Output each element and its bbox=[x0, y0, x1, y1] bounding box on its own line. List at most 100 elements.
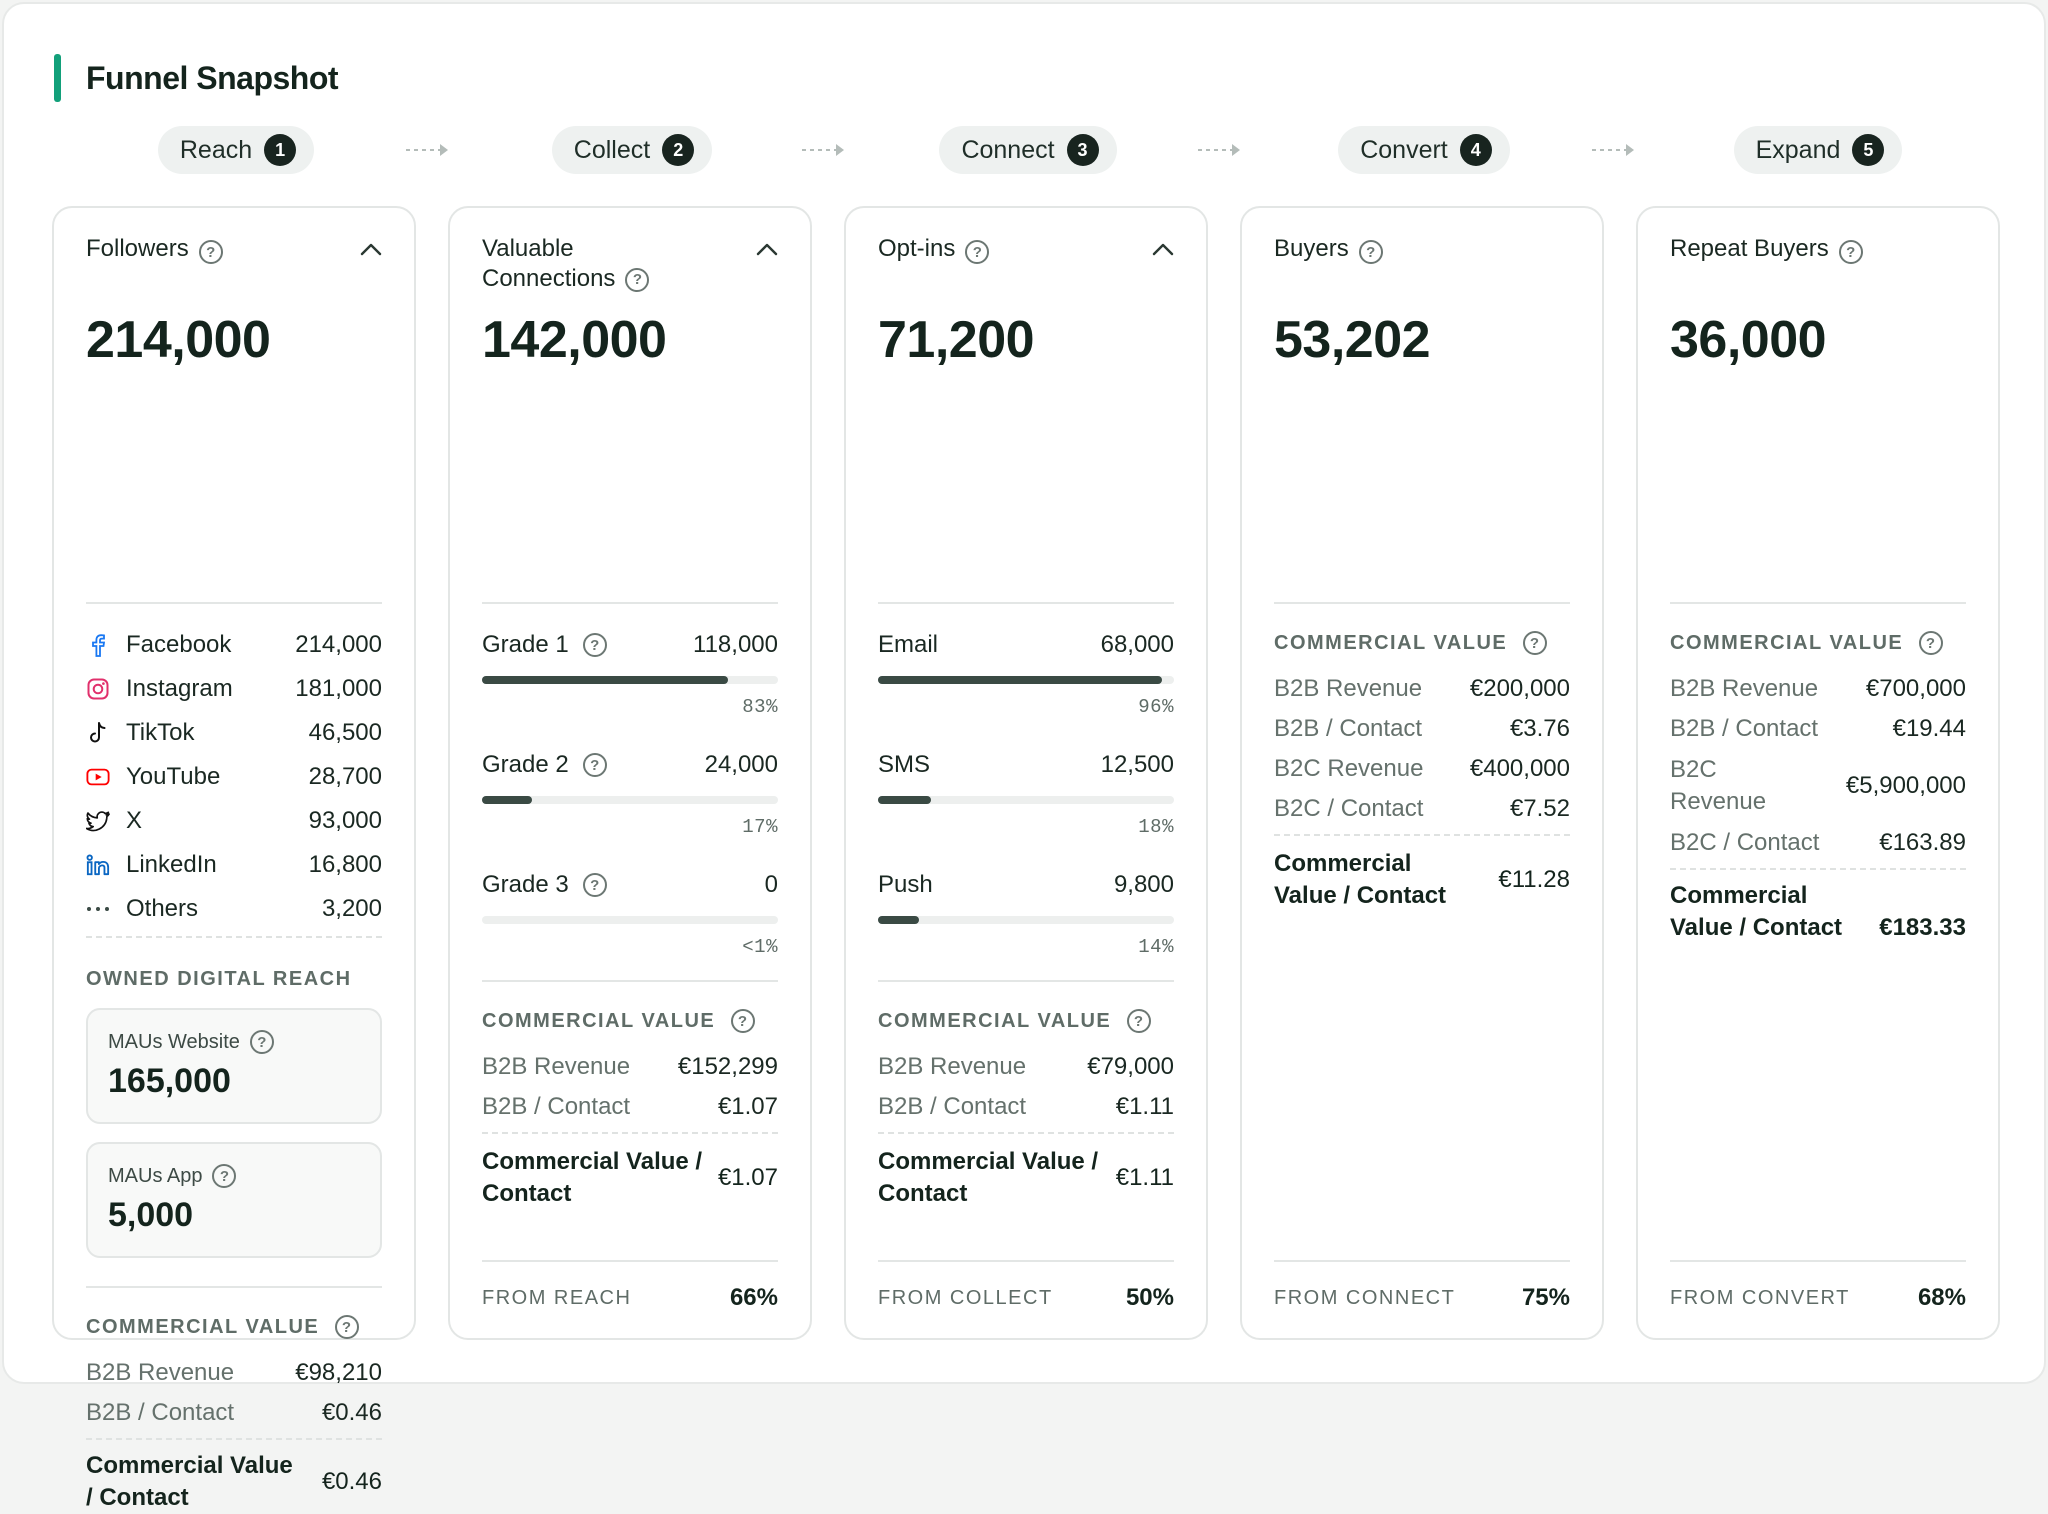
value-row: B2B / Contact €1.07 bbox=[482, 1093, 778, 1120]
divider bbox=[482, 602, 778, 604]
divider bbox=[1274, 834, 1570, 836]
stage-number-badge: 1 bbox=[264, 134, 297, 166]
arrow-right-icon bbox=[802, 144, 844, 156]
stage-number-badge: 5 bbox=[1852, 134, 1885, 166]
value-row: B2C / Contact €163.89 bbox=[1670, 829, 1966, 856]
help-icon[interactable]: ? bbox=[1523, 631, 1548, 655]
linkedin-icon bbox=[86, 853, 110, 877]
value-row: B2B Revenue €98,210 bbox=[86, 1359, 382, 1386]
help-icon[interactable]: ? bbox=[1127, 1009, 1152, 1033]
grade-row: Grade 2? 24,000 bbox=[482, 751, 778, 778]
reach-card: Followers ? 214,000 Facebook 214,000 Ins… bbox=[52, 206, 416, 1511]
total-value: 53,202 bbox=[1274, 311, 1431, 369]
section-caption: COMMERCIAL VALUE? bbox=[1670, 630, 1944, 656]
card-title: Followers ? bbox=[86, 234, 223, 264]
progress-fill bbox=[482, 676, 728, 684]
divider bbox=[878, 980, 1174, 982]
chevron-up-icon[interactable] bbox=[360, 242, 382, 256]
progress-bar bbox=[482, 916, 778, 924]
progress-fill bbox=[878, 796, 932, 804]
card-title: Valuable Connections? bbox=[482, 234, 702, 294]
stage-label: Reach bbox=[179, 135, 253, 164]
stage-connect: Connect 3 bbox=[846, 126, 1210, 174]
divider bbox=[1274, 602, 1570, 604]
value-row: B2B Revenue €200,000 bbox=[1274, 675, 1570, 702]
percent-label: <1% bbox=[742, 936, 778, 958]
stage-label: Convert bbox=[1360, 135, 1448, 164]
percent-label: 17% bbox=[742, 816, 778, 838]
optin-row-push: Push 9,800 bbox=[878, 871, 1174, 898]
arrow-right-icon bbox=[1198, 144, 1240, 156]
progress-bar bbox=[878, 916, 1174, 924]
section-caption: COMMERCIAL VALUE? bbox=[1274, 630, 1548, 656]
arrow-right-icon bbox=[1592, 144, 1634, 156]
progress-fill bbox=[482, 796, 533, 804]
help-icon[interactable]: ? bbox=[335, 1315, 360, 1339]
value-row: B2C Revenue €400,000 bbox=[1274, 755, 1570, 782]
value-row: B2C Revenue €5,900,000 bbox=[1670, 756, 1966, 815]
divider bbox=[878, 1260, 1174, 1262]
help-icon[interactable]: ? bbox=[198, 240, 223, 264]
stage-reach: Reach 1 bbox=[54, 126, 418, 174]
progress-fill bbox=[878, 916, 920, 924]
stage-pill-convert[interactable]: Convert 4 bbox=[1338, 126, 1510, 174]
value-row: B2B / Contact €3.76 bbox=[1274, 715, 1570, 742]
stage-pill-connect[interactable]: Connect 3 bbox=[939, 126, 1117, 174]
section-caption: COMMERCIAL VALUE? bbox=[86, 1314, 360, 1340]
stage-expand: Expand 5 bbox=[1636, 126, 2000, 174]
help-icon[interactable]: ? bbox=[249, 1030, 274, 1054]
stage-pill-reach[interactable]: Reach 1 bbox=[157, 126, 315, 174]
section-caption: COMMERCIAL VALUE? bbox=[482, 1008, 756, 1034]
value-row: B2B / Contact €0.46 bbox=[86, 1399, 382, 1426]
optin-row-sms: SMS 12,500 bbox=[878, 751, 1174, 778]
percent-label: 83% bbox=[742, 696, 778, 718]
more-icon bbox=[86, 897, 110, 921]
divider bbox=[1274, 1260, 1570, 1262]
mau-app-box: MAUs App? 5,000 bbox=[86, 1142, 382, 1258]
stage-label: Collect bbox=[573, 135, 651, 164]
help-icon[interactable]: ? bbox=[212, 1164, 237, 1188]
stage-pill-expand[interactable]: Expand 5 bbox=[1733, 126, 1903, 174]
chevron-up-icon[interactable] bbox=[756, 242, 778, 256]
stage-stepper: Reach 1 Collect 2 Connect 3 Convert 4 bbox=[54, 126, 2000, 174]
expand-card: Repeat Buyers ? 36,000 COMMERCIAL VALUE?… bbox=[1636, 206, 2000, 1340]
help-icon[interactable]: ? bbox=[965, 240, 990, 264]
value-row: B2C / Contact €7.52 bbox=[1274, 795, 1570, 822]
help-icon[interactable]: ? bbox=[582, 873, 607, 897]
help-icon[interactable]: ? bbox=[1358, 240, 1383, 264]
arrow-right-icon bbox=[406, 144, 448, 156]
chevron-up-icon[interactable] bbox=[1152, 242, 1174, 256]
help-icon[interactable]: ? bbox=[1838, 240, 1863, 264]
help-icon[interactable]: ? bbox=[625, 267, 650, 292]
optin-row-email: Email 68,000 bbox=[878, 631, 1174, 658]
help-icon[interactable]: ? bbox=[582, 753, 607, 777]
help-icon[interactable]: ? bbox=[1919, 631, 1944, 655]
tiktok-icon bbox=[86, 721, 110, 745]
commercial-value-total: Commercial Value / Contact €11.28 bbox=[1274, 850, 1570, 909]
grade-row: Grade 3? 0 bbox=[482, 871, 778, 898]
connect-card: Opt-ins ? 71,200 Email 68,000 96% SMS 12… bbox=[844, 206, 1208, 1340]
percent-label: 14% bbox=[1138, 936, 1174, 958]
channel-row-facebook: Facebook 214,000 bbox=[86, 630, 382, 660]
commercial-value-total: Commercial Value / Contact €1.07 bbox=[482, 1148, 778, 1207]
section-caption: COMMERCIAL VALUE? bbox=[878, 1008, 1152, 1034]
channel-row-tiktok: TikTok 46,500 bbox=[86, 718, 382, 748]
help-icon[interactable]: ? bbox=[731, 1009, 756, 1033]
commercial-value-total: Commercial Value / Contact €183.33 bbox=[1670, 882, 1966, 941]
total-value: 36,000 bbox=[1670, 311, 1827, 369]
help-icon[interactable]: ? bbox=[582, 633, 607, 657]
stage-number-badge: 4 bbox=[1459, 134, 1492, 166]
divider bbox=[86, 1438, 382, 1440]
progress-fill bbox=[878, 676, 1163, 684]
grade-row: Grade 1? 118,000 bbox=[482, 631, 778, 658]
facebook-icon bbox=[86, 633, 110, 657]
stage-label: Expand bbox=[1755, 135, 1841, 164]
conversion-footer: FROM CONNECT 75% bbox=[1274, 1284, 1570, 1311]
divider bbox=[482, 1260, 778, 1262]
convert-card: Buyers ? 53,202 COMMERCIAL VALUE? B2B Re… bbox=[1240, 206, 1604, 1340]
stage-pill-collect[interactable]: Collect 2 bbox=[551, 126, 713, 174]
title-accent-bar bbox=[54, 54, 61, 102]
total-value: 71,200 bbox=[878, 311, 1035, 369]
divider bbox=[878, 1132, 1174, 1134]
